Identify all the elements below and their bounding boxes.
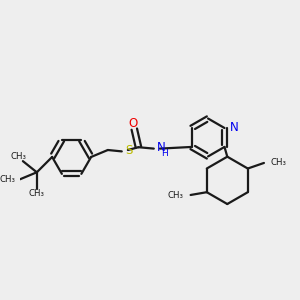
Text: CH₃: CH₃ [0, 175, 16, 184]
Text: N: N [157, 141, 165, 154]
Text: S: S [125, 144, 133, 157]
Text: O: O [128, 117, 137, 130]
Text: CH₃: CH₃ [11, 152, 27, 161]
Text: CH₃: CH₃ [271, 158, 287, 167]
Text: CH₃: CH₃ [29, 189, 45, 198]
Text: N: N [230, 121, 238, 134]
Text: CH₃: CH₃ [168, 191, 184, 200]
Text: H: H [161, 148, 167, 158]
